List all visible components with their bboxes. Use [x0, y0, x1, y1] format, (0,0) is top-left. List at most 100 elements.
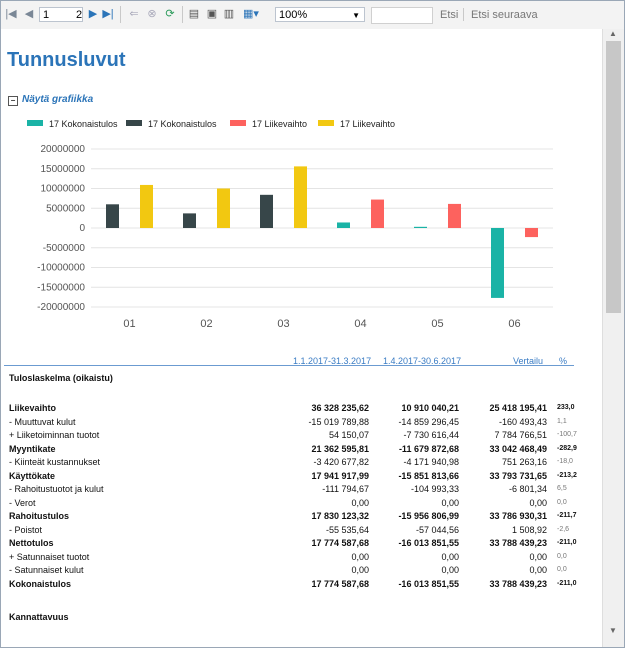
page-number-input[interactable]: 1 2	[39, 7, 83, 22]
row-value-period1: -15 019 789,88	[308, 416, 369, 427]
row-label: - Poistot	[9, 524, 43, 535]
row-value-percent: -211,7	[557, 512, 577, 519]
legend-label: 17 Liikevaihto	[252, 119, 308, 129]
first-page-icon[interactable]: |◀	[5, 8, 17, 20]
table-row: Käyttökate 17 941 917,99 -15 851 813,66 33 …	[1, 471, 581, 484]
legend-label: 17 Liikevaihto	[340, 119, 396, 129]
stop-icon[interactable]: ⊗	[147, 8, 157, 20]
x-tick-label: 01	[123, 318, 135, 330]
bar	[106, 204, 119, 228]
legend-item: 17 Kokonaistulos	[27, 119, 118, 129]
zoom-select[interactable]: 100% ▼	[275, 7, 365, 22]
vertical-scrollbar[interactable]: ▲ ▼	[602, 29, 624, 647]
row-value-period1: -111 794,67	[322, 484, 369, 494]
row-value-period1: 17 941 917,99	[311, 470, 369, 481]
table-row: Rahoitustulos 17 830 123,32 -15 956 806,99…	[1, 511, 581, 524]
row-value-comparison: -6 801,34	[508, 484, 547, 494]
bar	[260, 194, 273, 228]
toolbar-separator	[463, 8, 464, 21]
print-layout-icon[interactable]: ▣	[206, 8, 218, 20]
y-tick-label: 5000000	[46, 203, 85, 214]
column-header: 1.1.2017-31.3.2017	[293, 356, 372, 366]
table-row: - Muuttuvat kulut -15 019 789,88 -14 859 2…	[1, 417, 581, 430]
row-value-comparison: 751 263,16	[501, 457, 547, 467]
chevron-down-icon: ▼	[352, 11, 360, 20]
row-value-percent: 0,0	[557, 498, 567, 506]
column-header: Vertailu	[513, 356, 544, 366]
row-value-percent: 1,1	[557, 417, 567, 425]
previous-page-icon[interactable]: ◀	[24, 8, 34, 20]
row-value-comparison: 33 788 439,23	[489, 578, 547, 589]
show-chart-toggle[interactable]: − Näytä grafiikka	[8, 94, 93, 106]
row-label: Nettotulos	[9, 538, 54, 548]
bar	[525, 228, 538, 238]
next-page-icon[interactable]: ▶	[88, 8, 98, 20]
print-icon[interactable]: ▤	[188, 8, 200, 20]
row-value-period2: -104 993,33	[410, 484, 459, 494]
y-tick-label: 20000000	[41, 144, 86, 155]
last-page-icon[interactable]: ▶|	[102, 8, 114, 20]
column-header: %	[559, 356, 568, 366]
bar	[337, 222, 350, 228]
page-setup-icon[interactable]: ▥	[223, 8, 235, 20]
legend-label: 17 Kokonaistulos	[49, 119, 118, 129]
report-content: Tunnusluvut − Näytä grafiikka 17 Kokonais…	[1, 29, 602, 647]
find-next-link[interactable]: Etsi seuraava	[471, 9, 538, 21]
search-input[interactable]	[371, 7, 433, 24]
toolbar-separator	[120, 6, 121, 23]
table-row: + Liiketoiminnan tuotot 54 150,07 -7 730 6…	[1, 430, 581, 443]
scroll-down-icon[interactable]: ▼	[609, 626, 617, 635]
scroll-up-icon[interactable]: ▲	[609, 29, 617, 38]
bar	[217, 188, 230, 228]
row-value-percent: -282,9	[557, 444, 577, 452]
back-icon[interactable]: ⇐	[129, 8, 139, 20]
x-tick-label: 06	[508, 318, 520, 330]
row-value-period2: 10 910 040,21	[401, 403, 459, 413]
row-label: Myyntikate	[9, 443, 56, 454]
row-value-period2: -16 013 851,55	[398, 538, 459, 548]
export-icon[interactable]: ▦▾	[243, 8, 259, 20]
row-value-period2: -7 730 616,44	[403, 430, 459, 440]
row-value-period2: -57 044,56	[415, 524, 459, 535]
row-value-period1: 0,00	[351, 551, 369, 562]
page-current: 1	[43, 9, 50, 21]
legend-swatch	[126, 120, 142, 126]
row-value-period2: 0,00	[441, 551, 459, 562]
row-value-period2: -4 171 940,98	[403, 457, 459, 467]
section-title: Kannattavuus	[9, 612, 69, 622]
row-value-comparison: 1 508,92	[511, 524, 547, 535]
y-tick-label: 10000000	[41, 184, 86, 195]
x-tick-label: 03	[277, 318, 289, 330]
y-tick-label: -5000000	[43, 243, 86, 254]
row-value-comparison: 33 786 930,31	[489, 511, 547, 521]
refresh-icon[interactable]: ⟳	[165, 8, 175, 20]
scrollbar-thumb[interactable]	[606, 41, 621, 313]
row-value-period2: -15 851 813,66	[398, 470, 459, 481]
row-value-percent: 6,5	[557, 485, 567, 492]
row-value-period1: -55 535,64	[325, 524, 369, 535]
toolbar-separator	[182, 6, 183, 23]
row-value-comparison: 0,00	[529, 565, 547, 575]
report-toolbar: |◀ ◀ 1 2 ▶ ▶| ⇐ ⊗ ⟳ ▤ ▣ ▥ ▦▾ 100% ▼ Etsi…	[1, 1, 624, 30]
row-value-comparison: 33 042 468,49	[489, 443, 547, 454]
page-total: 2	[76, 9, 83, 21]
row-value-period1: 17 774 587,68	[311, 538, 369, 548]
table-row: - Satunnaiset kulut 0,00 0,00 0,00 0,0	[1, 565, 581, 578]
x-tick-label: 05	[431, 318, 443, 330]
legend-swatch	[27, 120, 43, 126]
row-value-period1: 36 328 235,62	[311, 403, 369, 413]
row-value-period2: -11 679 872,68	[398, 443, 459, 454]
row-value-percent: -2,6	[557, 525, 570, 533]
bar-chart: 20000000 15000000 10000000 5000000 0 -5000000…	[37, 144, 553, 330]
legend-item: 17 Kokonaistulos	[126, 119, 217, 129]
find-link[interactable]: Etsi	[440, 9, 459, 21]
table-row: - Verot 0,00 0,00 0,00 0,0	[1, 498, 581, 511]
section-title: Tuloslaskelma (oikaistu)	[9, 373, 113, 383]
x-tick-label: 04	[354, 318, 366, 330]
legend-swatch	[318, 120, 334, 126]
row-label: Rahoitustulos	[9, 511, 69, 521]
row-value-period2: 0,00	[441, 565, 459, 575]
row-value-percent: -100,7	[557, 431, 577, 438]
column-header: 1.4.2017-30.6.2017	[383, 356, 462, 366]
